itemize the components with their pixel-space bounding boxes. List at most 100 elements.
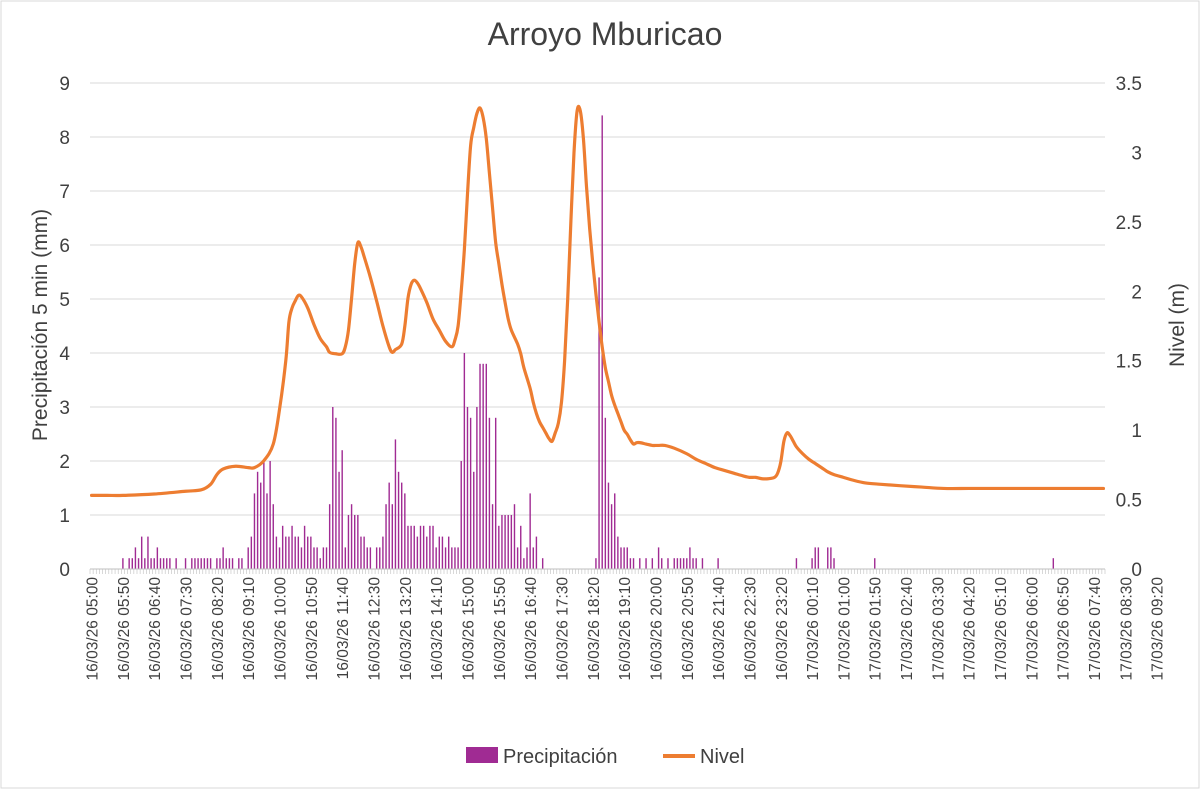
precipitation-bar [473,471,475,569]
precipitation-bar [379,547,381,569]
precipitation-bar [291,525,293,569]
x-tick-label: 16/03/26 13:20 [398,577,415,681]
precipitation-bar [441,536,444,569]
precipitation-bar [526,547,528,569]
x-tick-label: 16/03/26 15:50 [492,577,509,681]
precipitation-bar [194,558,196,569]
chart-title: Arroyo Mburicao [488,16,723,52]
precipitation-bar [281,525,284,569]
precipitation-bar [501,515,503,569]
precipitation-bar [128,558,130,569]
precipitation-bar [156,547,159,569]
precipitation-bar [263,461,265,569]
y-right-tick-label: 1.5 [1116,352,1142,373]
precipitation-bar [604,417,607,569]
x-tick-label: 16/03/26 09:10 [241,577,258,681]
x-tick-label: 16/03/26 07:30 [179,577,196,681]
precipitation-bar [626,547,628,569]
x-tick-label: 16/03/26 15:00 [460,577,477,681]
precipitation-bar [222,547,224,569]
x-tick-label: 17/03/26 01:00 [836,577,853,681]
x-tick-label: 17/03/26 03:30 [930,577,947,681]
precipitation-bar [228,558,231,569]
precipitation-bar [498,525,500,569]
precipitation-bar [200,558,202,569]
precipitation-bar [307,536,309,569]
x-tick-label: 16/03/26 08:20 [210,577,227,681]
precipitation-bar [833,558,835,569]
precipitation-bar [300,547,303,569]
precipitation-bar [122,558,124,569]
x-tick-label: 16/03/26 12:30 [367,577,384,681]
precipitation-bar [516,547,519,569]
level-line-layer [89,104,1106,498]
precipitation-bar [360,536,362,569]
precipitation-bar [266,493,268,569]
precipitation-bar [419,525,422,569]
precipitation-bar [369,547,372,569]
precipitation-bar [494,417,497,569]
precipitation-bar [529,493,531,569]
legend: Precipitación Nivel [466,746,744,768]
precipitation-bar [150,558,152,569]
precipitation-bar [463,353,466,569]
precipitation-bar [357,515,359,569]
precipitation-bar [682,558,685,569]
precipitation-bar [513,504,516,569]
precipitation-bar [253,493,256,569]
precipitation-bar [595,558,597,569]
precipitation-bar [175,558,177,569]
precipitation-bar [332,407,334,569]
x-tick-label: 16/03/26 20:50 [680,577,697,681]
precipitation-bar [460,461,462,569]
precipitation-bar [385,504,387,569]
legend-label-nivel: Nivel [700,746,744,768]
x-tick-label: 17/03/26 09:20 [1150,577,1167,681]
legend-swatch-precipitacion [466,747,498,763]
x-tick-label: 16/03/26 06:40 [147,577,164,681]
precipitation-bar [241,558,243,569]
x-tick-label: 17/03/26 04:20 [962,577,979,681]
y-left-tick-label: 0 [59,560,70,581]
precipitation-bar [310,536,312,569]
precipitation-bar [344,547,347,569]
x-tick-label: 16/03/26 05:50 [116,577,133,681]
y-left-tick-label: 6 [59,236,70,257]
precipitation-bar [250,536,253,569]
y-left-axis-title: Precipitación 5 min (mm) [29,209,52,441]
precipitation-bar [598,277,600,569]
y-left-tick-label: 1 [59,506,70,527]
precipitation-bar [457,547,459,569]
precipitation-bar [447,536,450,569]
precipitation-bar [610,504,613,569]
precipitation-bar [328,504,331,569]
precipitation-bar [679,558,682,569]
precipitation-bar [388,482,390,569]
precipitation-bar [256,471,259,569]
precipitation-bar [341,450,343,569]
precipitation-bar [144,558,146,569]
precipitation-bar [645,558,647,569]
precipitation-bar [153,558,155,569]
precipitation-bar [275,536,278,569]
precipitation-bar [209,558,212,569]
y-right-tick-label: 3.5 [1116,74,1142,95]
precipitation-bar [1052,558,1055,569]
precipitation-bar [432,525,434,569]
precipitation-bar [632,558,635,569]
x-tick-label: 16/03/26 11:40 [335,577,352,680]
y-left-tick-label: 8 [59,128,70,149]
precipitation-bar [695,558,697,569]
precipitation-bar [269,461,271,569]
y-right-tick-label: 0.5 [1116,491,1142,512]
y-right-tick-label: 1 [1131,421,1142,442]
precipitation-bar [278,547,281,569]
precipitation-bar [322,547,325,569]
precipitation-bar [319,558,321,569]
precipitation-bar [407,525,409,569]
precipitation-bar [466,407,469,569]
x-ticks: 16/03/26 05:00 16/03/26 05:50 16/03/26 06:… [85,568,1167,681]
x-tick-label: 16/03/26 20:00 [648,577,665,681]
precipitation-bar [661,558,663,569]
